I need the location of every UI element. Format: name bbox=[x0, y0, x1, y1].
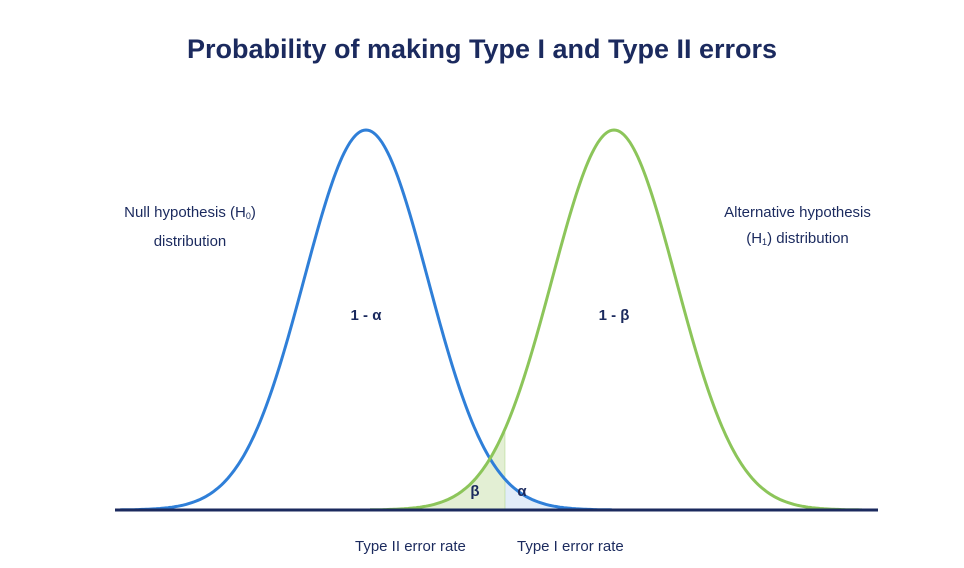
one-minus-beta-label: 1 - β bbox=[599, 307, 630, 324]
one-minus-alpha-label: 1 - α bbox=[351, 307, 383, 324]
null-hypothesis-label: Null hypothesis (H0) distribution bbox=[100, 200, 280, 255]
alt-label-post: ) distribution bbox=[767, 230, 849, 247]
alt-label-pre: (H bbox=[746, 230, 763, 247]
alpha-symbol: α bbox=[517, 483, 527, 500]
null-label-subscript: 0 bbox=[245, 211, 251, 221]
beta-region bbox=[370, 429, 505, 510]
alternative-hypothesis-label: Alternative hypothesis (H1) distribution bbox=[700, 200, 895, 255]
beta-symbol: β bbox=[470, 483, 479, 500]
type-ii-error-rate-label: Type II error rate bbox=[355, 538, 466, 555]
null-distribution-curve bbox=[119, 128, 613, 512]
type-i-error-rate-label: Type I error rate bbox=[517, 538, 624, 555]
alpha-region bbox=[505, 479, 612, 510]
alt-label-line1: Alternative hypothesis bbox=[724, 204, 871, 221]
null-label-close: ) bbox=[250, 204, 256, 221]
alt-label-subscript: 1 bbox=[762, 237, 768, 247]
null-label-line2: distribution bbox=[153, 233, 227, 250]
chart-title: Probability of making Type I and Type II… bbox=[186, 34, 778, 64]
null-label-text: Null hypothesis (H bbox=[124, 204, 246, 221]
alternative-distribution-curve bbox=[370, 128, 862, 512]
